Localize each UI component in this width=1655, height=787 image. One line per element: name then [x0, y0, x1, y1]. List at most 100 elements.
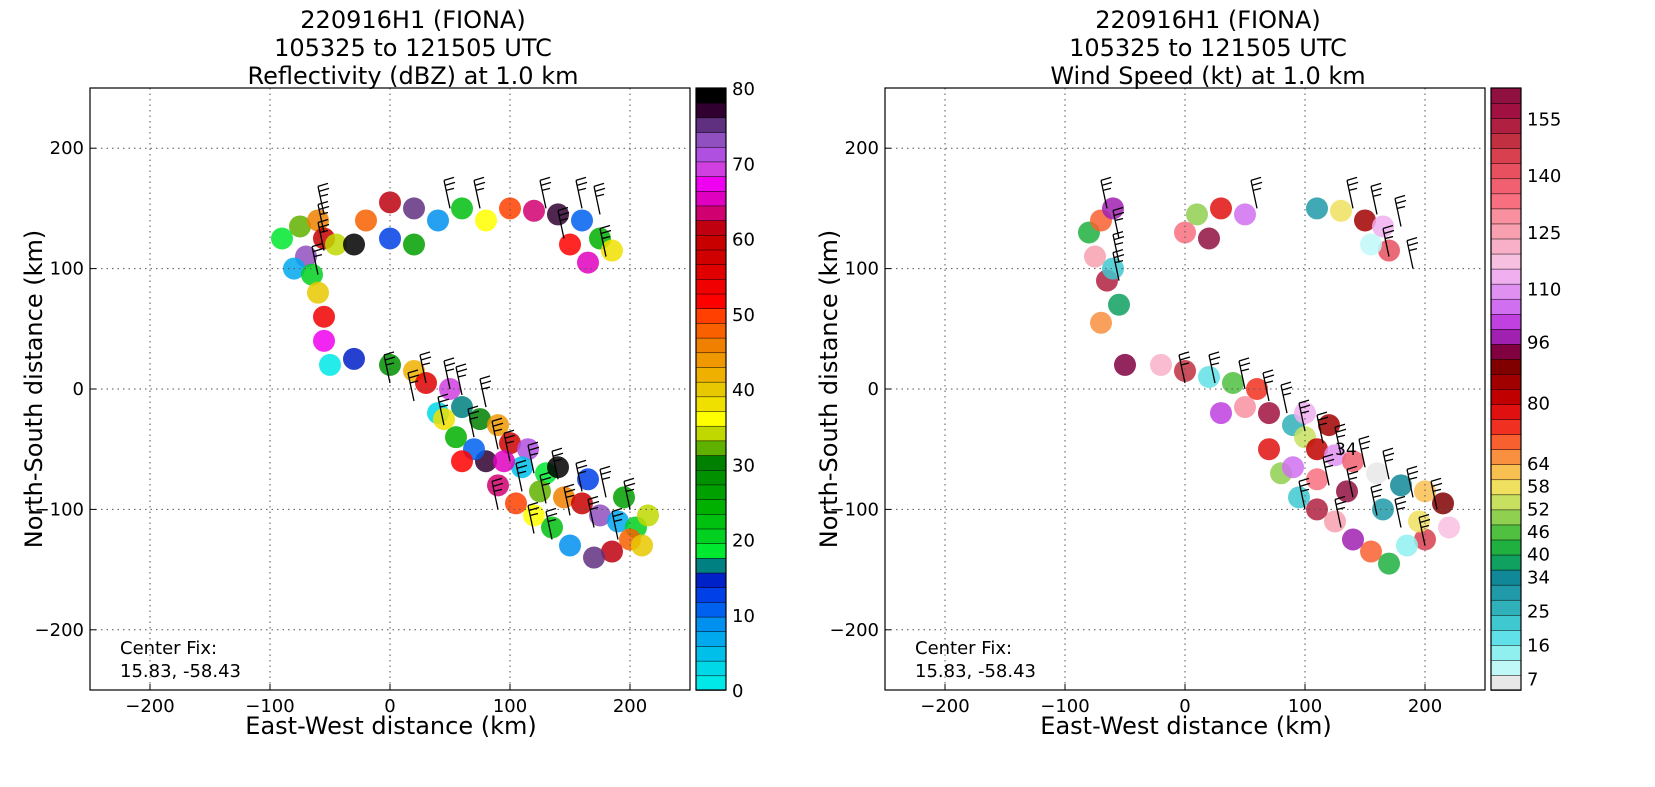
title-line-1: 220916H1 (FIONA): [1095, 6, 1320, 34]
y-tick-label: 0: [868, 379, 879, 400]
colorbar-segment: [695, 631, 727, 647]
data-cell: [1108, 293, 1130, 316]
data-cell: [589, 504, 611, 527]
colorbar-segment: [1490, 223, 1522, 240]
data-cell: [1378, 239, 1400, 262]
data-cell: [1408, 510, 1430, 533]
wind-barb: [599, 224, 612, 257]
wind-barb: [611, 507, 624, 540]
colorbar-tick-label: 52: [1527, 499, 1550, 520]
x-tick-label: 100: [1288, 696, 1322, 717]
data-cell: [1186, 203, 1208, 226]
colorbar-segment: [1490, 674, 1522, 691]
y-axis-label: North-South distance (km): [815, 230, 843, 549]
y-tick-label: −100: [35, 499, 84, 520]
data-cell: [1258, 402, 1280, 425]
title-line-2: 105325 to 121505 UTC: [274, 34, 552, 62]
wind-barb: [407, 369, 420, 402]
wind-barb: [437, 393, 450, 426]
colorbar-segment: [1490, 117, 1522, 134]
wind-barb: [1262, 369, 1275, 402]
colorbar-tick-label: 10: [732, 606, 755, 627]
data-cell: [1378, 552, 1400, 575]
data-cell: [403, 233, 425, 256]
colorbar-tick-label: 155: [1527, 109, 1561, 130]
data-cell: [445, 426, 467, 449]
colorbar-segment: [1490, 193, 1522, 210]
data-cell: [499, 197, 521, 220]
colorbar-tick-label: 96: [1527, 333, 1550, 354]
center-fix-coords: 15.83, -58.43: [915, 661, 1036, 682]
colorbar-tick-label: 40: [1527, 545, 1550, 566]
wind-barb: [527, 501, 540, 534]
wind-barb: [1370, 182, 1383, 215]
data-cell: [427, 209, 449, 232]
colorbar-segment: [695, 425, 727, 442]
data-cell: [577, 251, 599, 274]
colorbar-segment: [1490, 298, 1522, 315]
colorbar-segment: [1490, 539, 1522, 556]
wind-barb: [491, 417, 504, 450]
colorbar-segment: [1490, 584, 1522, 601]
wind-barb: [539, 176, 552, 209]
data-cell: [325, 233, 347, 256]
colorbar-segment: [695, 190, 727, 207]
data-cell: [613, 486, 635, 509]
colorbar-segment: [695, 586, 727, 603]
data-cell: [1324, 510, 1346, 533]
colorbar-segment: [695, 528, 727, 544]
data-cell: [493, 450, 515, 473]
colorbar-segment: [695, 102, 727, 119]
data-cell: [451, 396, 473, 419]
x-tick-label: −100: [245, 696, 294, 717]
y-ticks: 200 100 0 −100 −200: [35, 138, 96, 641]
wind-barb: [419, 351, 432, 384]
title-line-2: 105325 to 121505 UTC: [1069, 34, 1347, 62]
title-line-1: 220916H1 (FIONA): [300, 6, 525, 34]
colorbar-segment: [695, 572, 727, 588]
wind-barb: [1208, 351, 1221, 384]
x-tick-label: −200: [125, 696, 174, 717]
colorbar-segment: [1490, 659, 1522, 676]
y-tick-label: −200: [35, 620, 84, 641]
wind-barb: [1382, 447, 1395, 480]
wind-barb: [1238, 357, 1251, 390]
y-ticks: 200 100 0 −100 −200: [830, 138, 891, 641]
colorbar-frame: [1490, 87, 1522, 691]
colorbar-tick-label: 34: [1527, 567, 1550, 588]
wind-barb: [1250, 176, 1263, 209]
colorbar-segment: [695, 161, 727, 177]
wind-barb: [1112, 206, 1125, 239]
colorbar-segment: [1490, 418, 1522, 435]
colorbar-tick-label: 60: [732, 230, 755, 251]
colorbar-segment: [695, 469, 727, 486]
x-ticks: −200 −100 0 100 200: [920, 684, 1442, 717]
data-cell: [1414, 480, 1436, 503]
colorbar-segment: [1490, 253, 1522, 270]
data-cell: [547, 203, 569, 226]
data-cell: [1342, 450, 1364, 473]
colorbar-segment: [1490, 132, 1522, 149]
colorbar-segment: [695, 131, 727, 148]
x-ticks: −200 −100 0 100 200: [125, 684, 647, 717]
center-fix-label: Center Fix:: [120, 638, 217, 659]
data-cell: [505, 492, 527, 515]
data-cell: [355, 209, 377, 232]
colorbar-segment: [1490, 268, 1522, 285]
data-cell: [1342, 528, 1364, 551]
colorbar-tick-label: 70: [732, 154, 755, 175]
data-cell: [403, 197, 425, 220]
data-cell: [1114, 353, 1136, 376]
data-cell: [319, 353, 341, 376]
wind-barb: [527, 441, 540, 474]
y-tick-label: 200: [50, 138, 84, 159]
colorbar-segment: [1490, 102, 1522, 119]
data-cell: [1438, 516, 1460, 539]
colorbar-tick-label: 46: [1527, 522, 1550, 543]
data-cell: [1150, 353, 1172, 376]
x-tick-label: 200: [1408, 696, 1442, 717]
data-cell: [1336, 480, 1358, 503]
colorbar-segment: [695, 498, 727, 515]
data-cell: [523, 199, 545, 222]
data-cell: [1306, 197, 1328, 220]
